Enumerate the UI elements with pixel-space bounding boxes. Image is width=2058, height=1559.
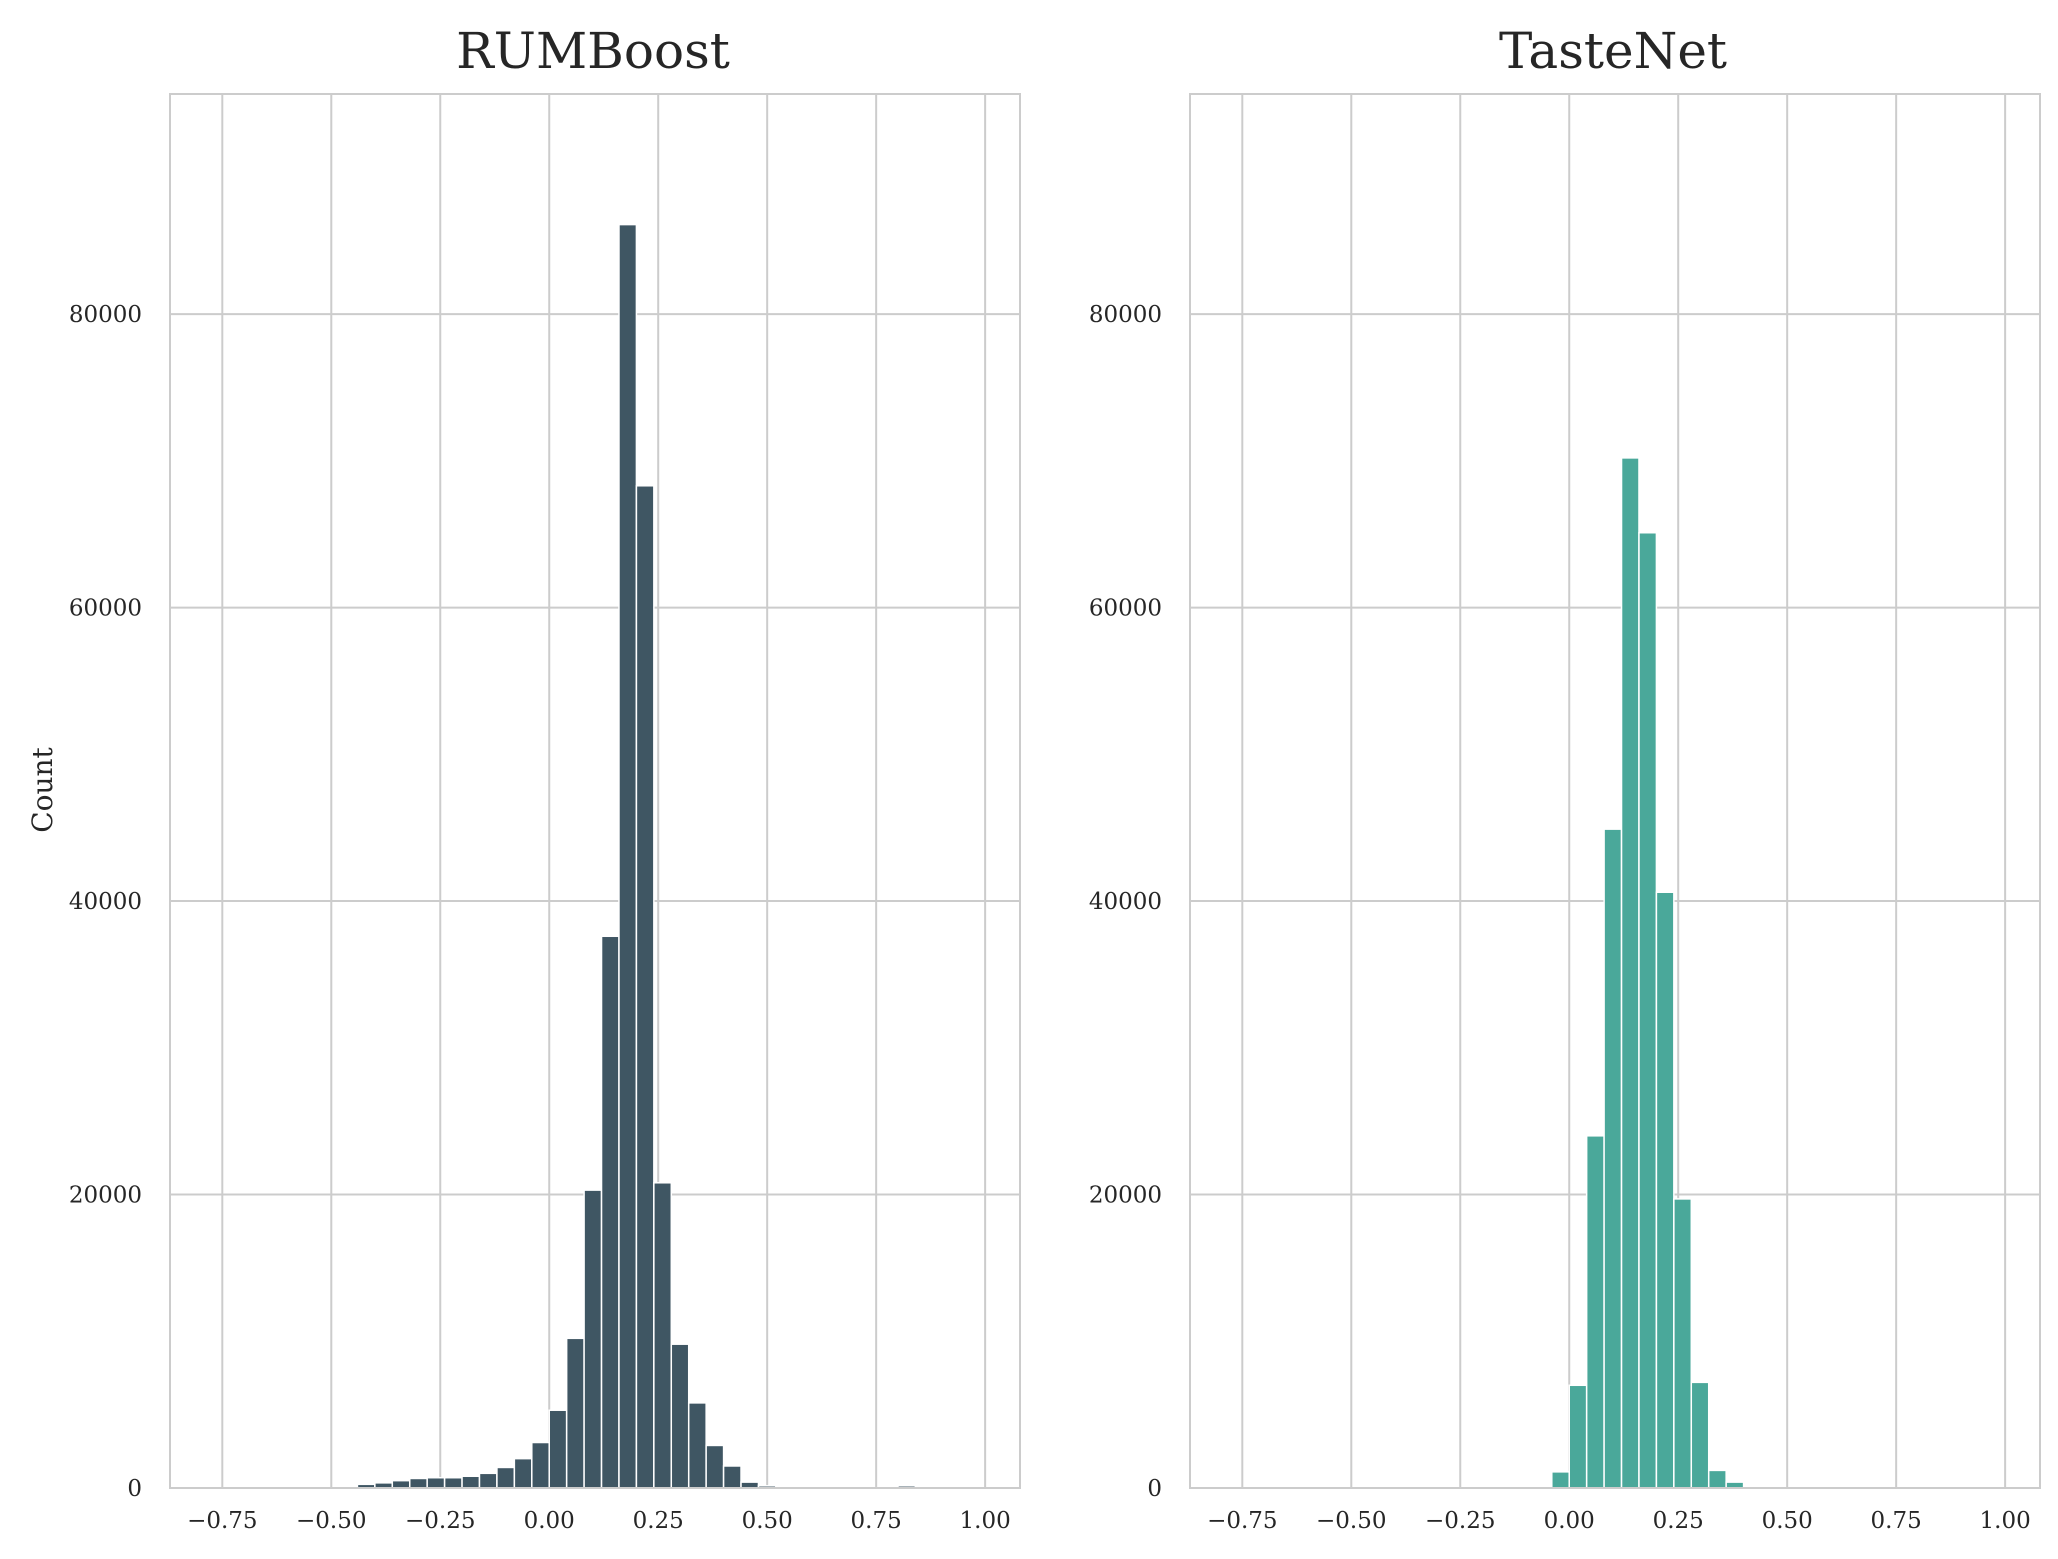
tastenet-grid [1190, 94, 2040, 1489]
rumboost-histogram-bar [548, 1409, 568, 1489]
rumboost-y-tick-labels: 0 20000 40000 60000 80000 [69, 302, 142, 1502]
rumboost-x-tick-label: 0.50 [742, 1508, 793, 1534]
tastenet-histogram-bar [1673, 1198, 1693, 1489]
rumboost-histogram-bar [461, 1475, 481, 1489]
rumboost-grid [170, 94, 1020, 1489]
tastenet-x-tick-label: −0.50 [1316, 1508, 1386, 1534]
tastenet-y-tick-label: 60000 [1089, 596, 1162, 622]
tastenet-histogram-bar [1620, 457, 1640, 1489]
rumboost-histogram-bar [408, 1477, 428, 1489]
tastenet-x-tick-label: 0.75 [1871, 1508, 1922, 1534]
rumboost-histogram-bar [600, 935, 620, 1489]
rumboost-histogram-bar [496, 1466, 516, 1489]
tastenet-histogram-bar [1568, 1384, 1588, 1489]
rumboost-plot-frame [169, 93, 1021, 1489]
rumboost-histogram-bar [653, 1182, 673, 1489]
rumboost-histogram-bar [426, 1476, 446, 1489]
rumboost-histogram-bar [565, 1337, 585, 1489]
y-axis-label: Count [26, 746, 59, 832]
tastenet-histogram-bar [1551, 1471, 1570, 1489]
rumboost-x-tick-label: −0.50 [296, 1508, 366, 1534]
rumboost-histogram-bar [531, 1441, 550, 1489]
tastenet-y-tick-label: 20000 [1089, 1183, 1162, 1209]
tastenet-panel: TasteNet −0.75 −0.50 −0.25 0.00 0.25 0.50 0.75… [1089, 22, 2041, 1534]
tastenet-x-tick-label: 0.00 [1544, 1508, 1595, 1534]
tastenet-x-tick-labels: −0.75 −0.50 −0.25 0.00 0.25 0.50 0.75 1.00 [1207, 1508, 2031, 1534]
rumboost-y-tick-label: 0 [127, 1476, 142, 1502]
rumboost-y-tick-label: 20000 [69, 1183, 142, 1209]
rumboost-histogram-bar [687, 1402, 707, 1489]
tastenet-x-tick-label: 0.25 [1653, 1508, 1704, 1534]
tastenet-y-tick-labels: 0 20000 40000 60000 80000 [1089, 302, 1162, 1502]
tastenet-x-tick-label: −0.25 [1425, 1508, 1495, 1534]
tastenet-x-tick-label: −0.75 [1207, 1508, 1277, 1534]
tastenet-histogram-bar [1585, 1135, 1605, 1489]
rumboost-histogram-bar [705, 1444, 725, 1489]
tastenet-histogram-bar [1603, 828, 1623, 1489]
rumboost-bars [339, 223, 934, 1489]
tastenet-y-tick-label: 40000 [1089, 889, 1162, 915]
rumboost-histogram-bar [722, 1465, 742, 1489]
rumboost-y-tick-label: 80000 [69, 302, 142, 328]
rumboost-histogram-bar [670, 1343, 690, 1489]
tastenet-y-tick-label: 80000 [1089, 302, 1162, 328]
rumboost-y-tick-label: 40000 [69, 889, 142, 915]
rumboost-histogram-bar [635, 485, 655, 1489]
tastenet-histogram-bar [1707, 1469, 1727, 1489]
rumboost-histogram-bar [513, 1457, 533, 1489]
rumboost-x-tick-label: 0.75 [851, 1508, 902, 1534]
rumboost-title: RUMBoost [456, 22, 730, 80]
rumboost-x-tick-label: 1.00 [960, 1508, 1011, 1534]
rumboost-panel: RUMBoost Count −0.75 −0.50 −0.25 0.00 0.25 0.… [26, 22, 1021, 1534]
tastenet-histogram-bar [1655, 891, 1675, 1489]
tastenet-plot-frame [1189, 93, 2041, 1489]
rumboost-x-tick-labels: −0.75 −0.50 −0.25 0.00 0.25 0.50 0.75 1.00 [187, 1508, 1011, 1534]
rumboost-histogram-bar [443, 1476, 463, 1489]
tastenet-histogram-bar [1638, 531, 1658, 1489]
tastenet-title: TasteNet [1499, 22, 1727, 80]
rumboost-x-tick-label: 0.00 [524, 1508, 575, 1534]
tastenet-histogram-bar [1690, 1381, 1710, 1489]
tastenet-bars [1551, 457, 1745, 1489]
rumboost-histogram-bar [618, 223, 638, 1489]
rumboost-histogram-bar [583, 1189, 603, 1489]
rumboost-y-tick-label: 60000 [69, 596, 142, 622]
tastenet-x-tick-label: 1.00 [1980, 1508, 2031, 1534]
rumboost-histogram-bar [478, 1472, 498, 1489]
rumboost-x-tick-label: −0.75 [187, 1508, 257, 1534]
tastenet-y-tick-label: 0 [1147, 1476, 1162, 1502]
rumboost-x-tick-label: 0.25 [633, 1508, 684, 1534]
rumboost-x-tick-label: −0.25 [405, 1508, 475, 1534]
rumboost-histogram-bar [391, 1479, 411, 1489]
tastenet-x-tick-label: 0.50 [1762, 1508, 1813, 1534]
